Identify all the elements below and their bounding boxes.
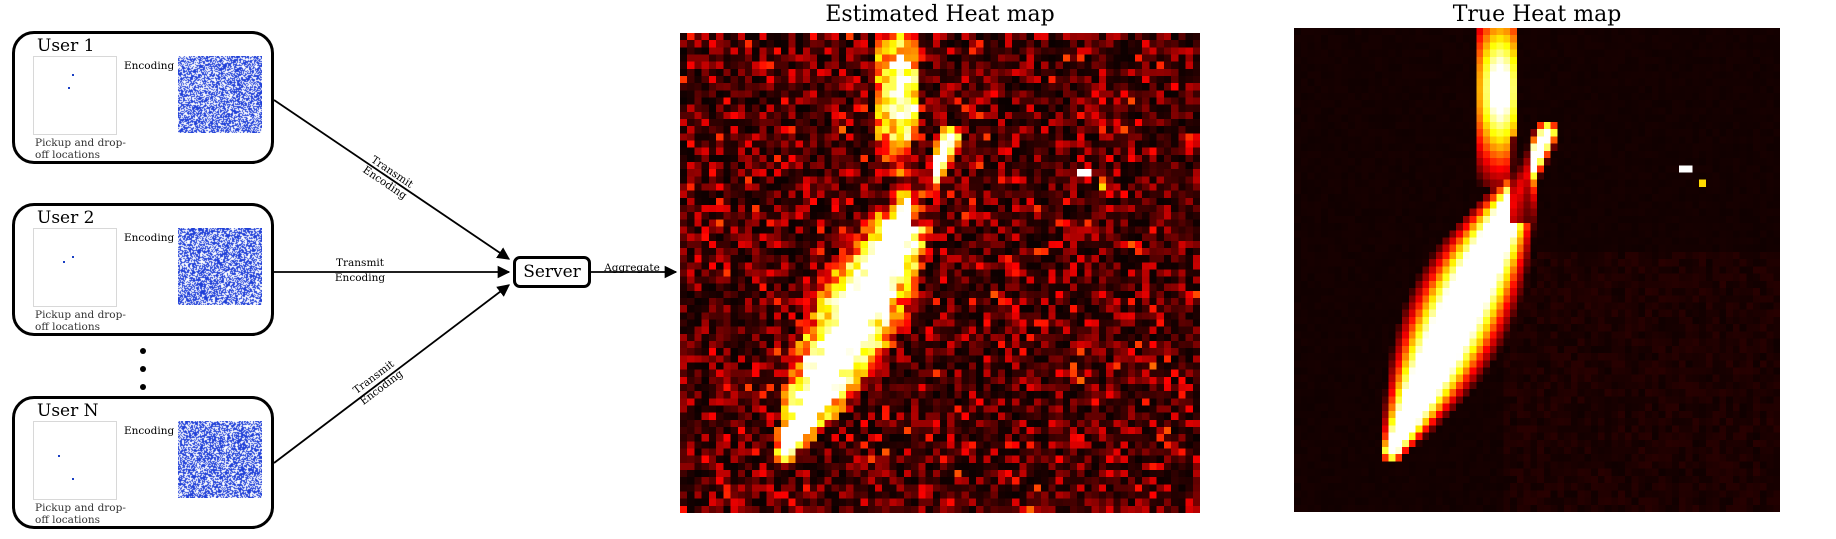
location-scatter-panel bbox=[33, 56, 117, 135]
estimated-heatmap-image bbox=[680, 33, 1200, 513]
user-box-1: User 1 Encoding Pickup and drop- off loc… bbox=[12, 31, 274, 164]
location-point bbox=[58, 455, 60, 457]
user-title: User 2 bbox=[37, 208, 95, 228]
location-scatter-panel bbox=[33, 228, 117, 307]
user-box-n: User N Encoding Pickup and drop- off loc… bbox=[12, 396, 274, 529]
user-title: User N bbox=[37, 401, 99, 421]
transmit-arrow-user-n bbox=[273, 284, 511, 464]
location-point bbox=[72, 256, 74, 258]
location-point bbox=[63, 261, 65, 263]
user-title: User 1 bbox=[37, 36, 95, 56]
true-heatmap-title: True Heat map bbox=[1452, 2, 1622, 27]
ellipsis-dot bbox=[140, 348, 146, 354]
ellipsis-more-users bbox=[140, 348, 146, 402]
location-caption-line1: Pickup and drop- bbox=[35, 502, 126, 514]
location-caption: Pickup and drop- off locations bbox=[35, 309, 135, 333]
server-node: Server bbox=[513, 256, 591, 288]
encoding-label: Encoding bbox=[124, 232, 175, 244]
ellipsis-dot bbox=[140, 366, 146, 372]
true-heatmap-image bbox=[1294, 28, 1780, 512]
encoding-label: Encoding bbox=[124, 60, 175, 72]
location-point bbox=[72, 478, 74, 480]
estimated-heatmap-title: Estimated Heat map bbox=[825, 2, 1055, 27]
location-caption-line2: off locations bbox=[35, 149, 100, 161]
location-caption-line2: off locations bbox=[35, 514, 100, 526]
transmit-label-user-2-line1: Transmit bbox=[336, 257, 385, 269]
encoding-noise-image bbox=[178, 56, 262, 133]
location-caption-line1: Pickup and drop- bbox=[35, 137, 126, 149]
location-caption-line1: Pickup and drop- bbox=[35, 309, 126, 321]
location-caption: Pickup and drop- off locations bbox=[35, 502, 135, 526]
ellipsis-dot bbox=[140, 384, 146, 390]
location-caption: Pickup and drop- off locations bbox=[35, 137, 135, 161]
aggregate-label: Aggregate bbox=[603, 262, 660, 274]
encoding-noise-image bbox=[178, 228, 262, 305]
location-caption-line2: off locations bbox=[35, 321, 100, 333]
location-point bbox=[68, 87, 70, 89]
user-box-2: User 2 Encoding Pickup and drop- off loc… bbox=[12, 203, 274, 336]
encoding-label: Encoding bbox=[124, 425, 175, 437]
transmit-label-user-2-line2: Encoding bbox=[335, 272, 385, 284]
location-point bbox=[72, 74, 74, 76]
location-scatter-panel bbox=[33, 421, 117, 500]
encoding-noise-image bbox=[178, 421, 262, 498]
transmit-arrow-user-1 bbox=[273, 99, 511, 260]
